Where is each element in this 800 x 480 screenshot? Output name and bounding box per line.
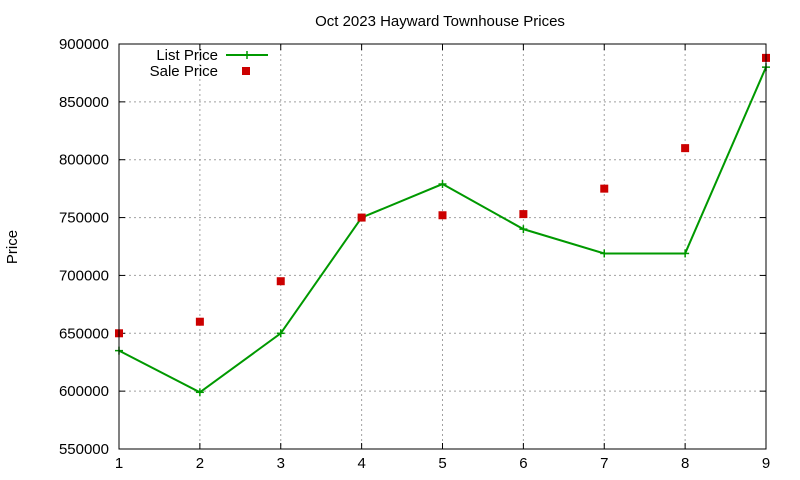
x-tick-label: 8 bbox=[681, 455, 689, 472]
list-price-point bbox=[519, 225, 528, 234]
list-price-point bbox=[195, 388, 204, 397]
chart-title: Oct 2023 Hayward Townhouse Prices bbox=[315, 13, 565, 30]
list-price-point bbox=[600, 249, 609, 258]
sale-price-point bbox=[438, 211, 447, 220]
y-tick-label: 900000 bbox=[59, 36, 109, 53]
sale-price-point bbox=[195, 317, 204, 326]
sale-price-point bbox=[519, 210, 528, 219]
legend-label: Sale Price bbox=[150, 63, 218, 80]
y-axis-ticks: 550000 600000 650000 700000 750000 800000 8500… bbox=[59, 36, 766, 458]
gridlines bbox=[119, 44, 766, 449]
series-layer bbox=[115, 53, 770, 397]
x-tick-label: 3 bbox=[277, 455, 285, 472]
series-list-price bbox=[115, 63, 770, 397]
sale-price-point bbox=[600, 184, 609, 193]
legend-swatch-sale-price bbox=[242, 67, 250, 75]
y-tick-label: 600000 bbox=[59, 383, 109, 400]
x-tick-label: 7 bbox=[600, 455, 608, 472]
list-price-point bbox=[681, 249, 690, 258]
y-tick-label: 550000 bbox=[59, 441, 109, 458]
y-tick-label: 800000 bbox=[59, 152, 109, 169]
x-tick-label: 2 bbox=[196, 455, 204, 472]
legend-marker-plus bbox=[243, 51, 251, 59]
list-price-point bbox=[276, 329, 285, 338]
y-tick-label: 850000 bbox=[59, 94, 109, 111]
sale-price-point bbox=[357, 213, 366, 222]
sale-price-point bbox=[681, 144, 690, 153]
y-tick-label: 750000 bbox=[59, 210, 109, 227]
plot-frame bbox=[118, 43, 767, 450]
sale-price-point bbox=[276, 277, 285, 286]
list-price-point bbox=[438, 180, 447, 189]
x-tick-label: 9 bbox=[762, 455, 770, 472]
x-tick-label: 6 bbox=[519, 455, 527, 472]
y-tick-label: 700000 bbox=[59, 267, 109, 284]
x-tick-label: 4 bbox=[357, 455, 365, 472]
x-tick-label: 1 bbox=[115, 455, 123, 472]
x-axis-ticks: 1 2 3 4 5 6 7 8 9 bbox=[115, 44, 770, 472]
x-tick-label: 5 bbox=[438, 455, 446, 472]
legend-label: List Price bbox=[156, 47, 218, 64]
y-axis-label: Price bbox=[4, 230, 21, 264]
y-tick-label: 650000 bbox=[59, 325, 109, 342]
